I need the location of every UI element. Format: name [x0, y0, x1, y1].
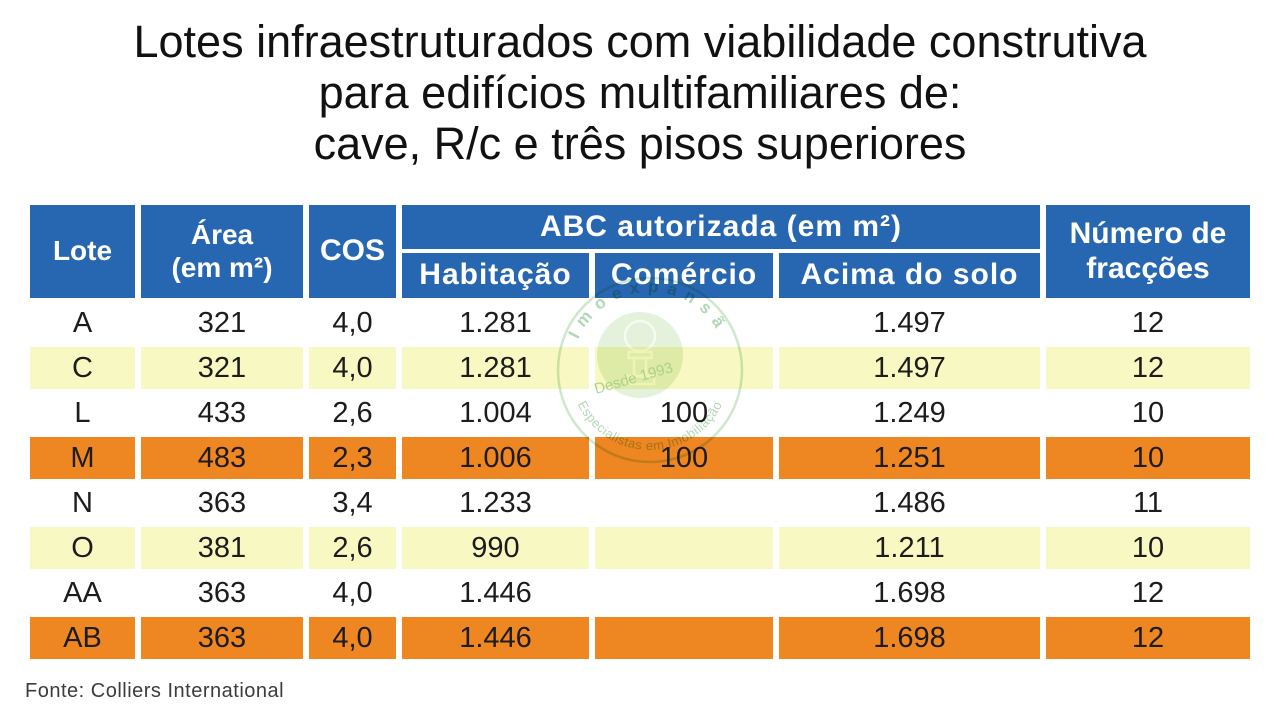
cell-area-l: 433 [141, 392, 303, 434]
col-header-area-line1: Área [190, 219, 254, 251]
cell-area-c: 321 [141, 347, 303, 389]
cell-fraccoes-aa: 12 [1046, 572, 1250, 614]
cell-habitacao-aa: 1.446 [402, 572, 589, 614]
col-header-comercio: Comércio [595, 253, 773, 298]
cell-cos-l: 2,6 [309, 392, 396, 434]
cell-cos-ab: 4,0 [309, 617, 396, 659]
cell-cos-m: 2,3 [309, 437, 396, 479]
cell-fraccoes-ab: 12 [1046, 617, 1250, 659]
table-row-m: M 483 2,3 1.006 100 1.251 10 [30, 437, 1250, 479]
table-row-c: C 321 4,0 1.281 1.497 12 [30, 347, 1250, 389]
cell-acima-do-solo-l: 1.249 [779, 392, 1040, 434]
table-body: A 321 4,0 1.281 1.497 12 C 321 4,0 1.281 1.497 12 L 4… [30, 302, 1250, 659]
cell-cos-o: 2,6 [309, 527, 396, 569]
table-row-a: A 321 4,0 1.281 1.497 12 [30, 302, 1250, 344]
col-header-lote: Lote [30, 205, 135, 298]
cell-fraccoes-c: 12 [1046, 347, 1250, 389]
page-title: Lotes infraestruturados com viabilidade … [0, 16, 1280, 169]
cell-acima-do-solo-c: 1.497 [779, 347, 1040, 389]
cell-area-m: 483 [141, 437, 303, 479]
cell-lote-ab: AB [30, 617, 135, 659]
cell-acima-do-solo-n: 1.486 [779, 482, 1040, 524]
cell-habitacao-o: 990 [402, 527, 589, 569]
cell-area-aa: 363 [141, 572, 303, 614]
source-note: Fonte: Colliers International [25, 680, 285, 702]
title-line-1: Lotes infraestruturados com viabilidade … [133, 16, 1147, 67]
abc-subheaders: Habitação Comércio Acima do solo [402, 253, 1040, 298]
cell-fraccoes-n: 11 [1046, 482, 1250, 524]
cell-comercio-a [595, 302, 773, 344]
cell-comercio-aa [595, 572, 773, 614]
cell-comercio-o [595, 527, 773, 569]
cell-fraccoes-l: 10 [1046, 392, 1250, 434]
cell-habitacao-l: 1.004 [402, 392, 589, 434]
cell-lote-a: A [30, 302, 135, 344]
table-header: Lote Área (em m²) COS ABC autorizada (em… [30, 205, 1250, 298]
title-line-3: cave, R/c e três pisos superiores [313, 118, 967, 169]
cell-lote-c: C [30, 347, 135, 389]
title-line-2: para edifícios multifamiliares de: [318, 67, 962, 118]
col-header-area: Área (em m²) [141, 205, 303, 298]
col-header-fraccoes: Número de fracções [1046, 205, 1250, 298]
cell-cos-a: 4,0 [309, 302, 396, 344]
col-header-area-line2: (em m²) [171, 251, 273, 283]
cell-habitacao-n: 1.233 [402, 482, 589, 524]
table-row-n: N 363 3,4 1.233 1.486 11 [30, 482, 1250, 524]
cell-lote-aa: AA [30, 572, 135, 614]
table-row-ab: AB 363 4,0 1.446 1.698 12 [30, 617, 1250, 659]
cell-fraccoes-m: 10 [1046, 437, 1250, 479]
cell-lote-l: L [30, 392, 135, 434]
col-group-abc: ABC autorizada (em m²) Habitação Comérci… [402, 205, 1040, 298]
cell-area-a: 321 [141, 302, 303, 344]
col-header-acima-do-solo: Acima do solo [779, 253, 1040, 298]
table-row-o: O 381 2,6 990 1.211 10 [30, 527, 1250, 569]
cell-habitacao-ab: 1.446 [402, 617, 589, 659]
cell-cos-c: 4,0 [309, 347, 396, 389]
col-header-cos: COS [309, 205, 396, 298]
cell-acima-do-solo-ab: 1.698 [779, 617, 1040, 659]
cell-comercio-ab [595, 617, 773, 659]
cell-comercio-c [595, 347, 773, 389]
cell-acima-do-solo-m: 1.251 [779, 437, 1040, 479]
col-header-habitacao: Habitação [402, 253, 589, 298]
cell-comercio-m: 100 [595, 437, 773, 479]
cell-acima-do-solo-a: 1.497 [779, 302, 1040, 344]
cell-fraccoes-a: 12 [1046, 302, 1250, 344]
col-header-fraccoes-line1: Número de [1069, 217, 1227, 250]
cell-fraccoes-o: 10 [1046, 527, 1250, 569]
cell-comercio-l: 100 [595, 392, 773, 434]
cell-cos-n: 3,4 [309, 482, 396, 524]
col-header-abc-autorizada: ABC autorizada (em m²) [402, 205, 1040, 249]
table-row-l: L 433 2,6 1.004 100 1.249 10 [30, 392, 1250, 434]
cell-area-ab: 363 [141, 617, 303, 659]
table-row-aa: AA 363 4,0 1.446 1.698 12 [30, 572, 1250, 614]
cell-comercio-n [595, 482, 773, 524]
cell-habitacao-a: 1.281 [402, 302, 589, 344]
cell-acima-do-solo-aa: 1.698 [779, 572, 1040, 614]
cell-acima-do-solo-o: 1.211 [779, 527, 1040, 569]
cell-cos-aa: 4,0 [309, 572, 396, 614]
lots-table: Lote Área (em m²) COS ABC autorizada (em… [30, 205, 1250, 659]
cell-area-n: 363 [141, 482, 303, 524]
col-header-fraccoes-line2: fracções [1086, 251, 1210, 285]
cell-lote-n: N [30, 482, 135, 524]
cell-habitacao-m: 1.006 [402, 437, 589, 479]
cell-lote-o: O [30, 527, 135, 569]
cell-lote-m: M [30, 437, 135, 479]
cell-habitacao-c: 1.281 [402, 347, 589, 389]
cell-area-o: 381 [141, 527, 303, 569]
